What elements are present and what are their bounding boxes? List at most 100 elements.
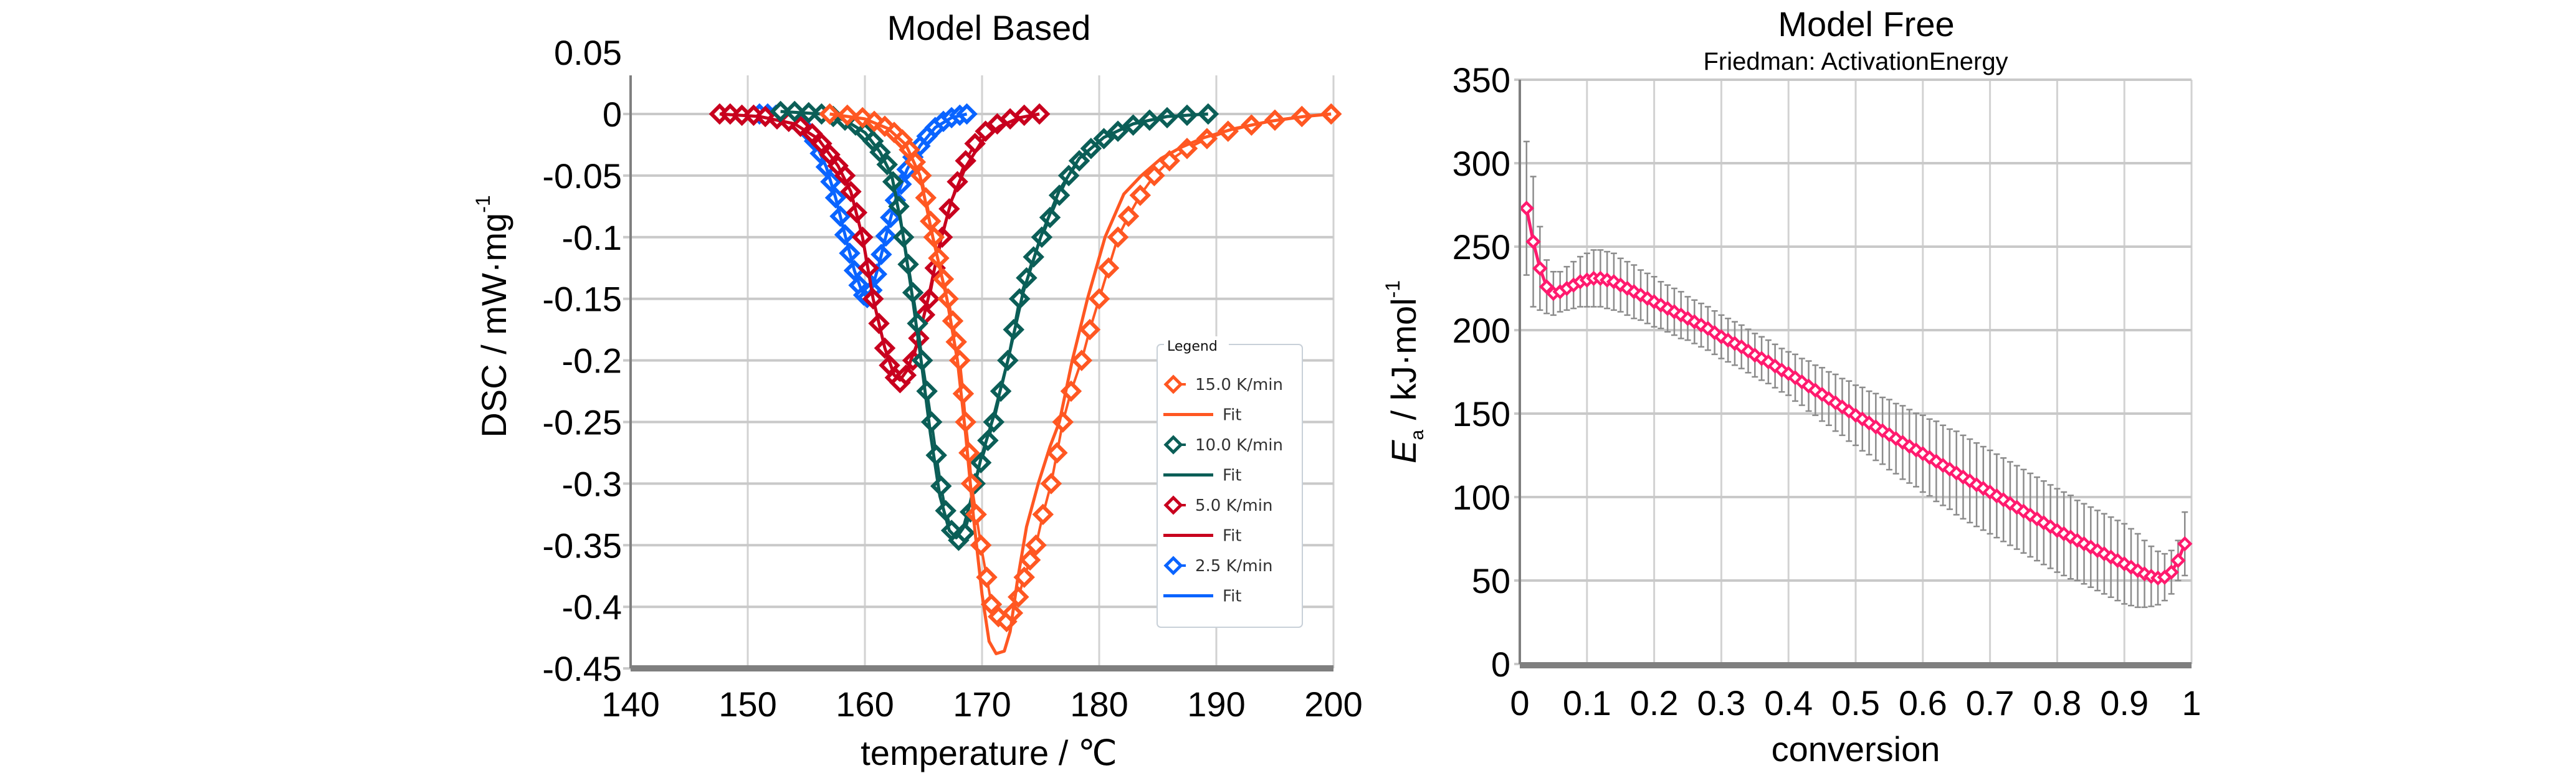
legend-label: 15.0 K/min bbox=[1195, 376, 1283, 394]
legend-label: Fit bbox=[1223, 587, 1241, 606]
legend-label: 5.0 K/min bbox=[1195, 496, 1272, 515]
legend-entry: 2.5 K/min bbox=[1163, 556, 1272, 576]
data-point bbox=[1025, 534, 1047, 556]
series-ea bbox=[1519, 140, 2193, 609]
data-point bbox=[953, 522, 976, 544]
legend-label: Fit bbox=[1223, 406, 1241, 425]
y-tick-label: 0 bbox=[1491, 645, 1510, 684]
y-axis-label-main: DSC / mW·mg bbox=[474, 213, 513, 438]
data-point bbox=[1046, 442, 1068, 464]
x-axis-label: temperature / ℃ bbox=[861, 733, 1117, 772]
y-tick-label: 50 bbox=[1472, 561, 1510, 600]
legend-entries: 15.0 K/min Fit 10.0 K/min Fit 5.0 K/min Fit 2.… bbox=[1163, 374, 1283, 606]
x-tick-labels: 0 0.1 0.2 0.3 0.4 0.5 0.6 0.7 0.8 0.9 1 bbox=[1510, 683, 2201, 723]
series-layer bbox=[708, 100, 1342, 655]
data-point bbox=[1519, 201, 1534, 216]
data-point bbox=[1097, 257, 1120, 279]
y-tick-label: -0.35 bbox=[542, 526, 622, 565]
y-tick-labels: 0 50 100 150 200 250 300 350 bbox=[1453, 60, 1510, 684]
y-tick-label: 200 bbox=[1453, 311, 1510, 350]
x-tick-label: 0 bbox=[1510, 683, 1529, 723]
data-point bbox=[1143, 164, 1165, 187]
x-tick-label: 160 bbox=[836, 685, 894, 724]
y-tick-label: 0 bbox=[603, 95, 622, 134]
y-tick-labels: 0.05 0 -0.05 -0.1 -0.15 -0.2 -0.25 -0.3 -0.35 -0.… bbox=[542, 33, 622, 688]
x-tick-label: 0.2 bbox=[1630, 683, 1679, 723]
x-tick-label: 0.8 bbox=[2033, 683, 2081, 723]
y-axis-label-subscript: a bbox=[1407, 430, 1428, 440]
data-point bbox=[1028, 103, 1051, 125]
x-tick-labels: 140 150 160 170 180 190 200 bbox=[601, 685, 1362, 724]
legend-label: Fit bbox=[1223, 527, 1241, 546]
y-tick-label: -0.25 bbox=[542, 403, 622, 442]
data-point bbox=[920, 411, 943, 433]
y-tick-label: -0.1 bbox=[562, 218, 623, 257]
legend-title-bg bbox=[1164, 336, 1229, 354]
legend-title: Legend bbox=[1167, 339, 1218, 354]
x-tick-label: 140 bbox=[601, 685, 659, 724]
y-tick-label: -0.45 bbox=[542, 649, 622, 688]
y-tick-label: -0.15 bbox=[542, 280, 622, 319]
series-fit-10-0-k-min- bbox=[780, 110, 1208, 539]
data-point bbox=[930, 475, 952, 497]
data-point bbox=[1538, 279, 1555, 295]
x-tick-label: 190 bbox=[1187, 685, 1245, 724]
y-tick-label: -0.3 bbox=[562, 464, 623, 503]
x-axis-label: conversion bbox=[1772, 729, 1940, 769]
x-tick-label: 0.3 bbox=[1697, 683, 1745, 723]
y-tick-label: -0.4 bbox=[562, 587, 623, 627]
data-point bbox=[1079, 318, 1101, 341]
x-tick-label: 150 bbox=[718, 685, 776, 724]
chart-subtitle: Friedman: ActivationEnergy bbox=[1703, 48, 2008, 75]
data-point bbox=[949, 349, 971, 371]
legend-marker-icon bbox=[1163, 374, 1183, 394]
legend-entry: Fit bbox=[1163, 587, 1241, 606]
y-axis-label-symbol: E bbox=[1384, 440, 1423, 463]
fit-line bbox=[719, 112, 1040, 382]
x-tick-label: 180 bbox=[1070, 685, 1128, 724]
data-point bbox=[980, 594, 1003, 615]
data-point bbox=[1525, 234, 1541, 250]
legend-label: Fit bbox=[1223, 467, 1241, 485]
x-tick-label: 0.7 bbox=[1966, 683, 2015, 723]
y-axis-label: Ea / kJ·mol-1 bbox=[1381, 280, 1428, 463]
data-point bbox=[1107, 226, 1129, 249]
fit-line bbox=[780, 110, 1208, 539]
legend-marker-icon bbox=[1163, 435, 1183, 455]
legend-label: 10.0 K/min bbox=[1195, 436, 1283, 455]
legend-entry: Fit bbox=[1163, 527, 1241, 546]
y-tick-label: 350 bbox=[1453, 60, 1510, 100]
series-fit-15-0-k-min- bbox=[829, 112, 1332, 655]
x-tick-label: 0.5 bbox=[1831, 683, 1880, 723]
x-tick-label: 170 bbox=[953, 685, 1011, 724]
y-tick-label: -0.05 bbox=[542, 156, 622, 196]
chart-title: Model Free bbox=[1778, 4, 1954, 44]
data-point bbox=[1071, 349, 1093, 371]
x-tick-label: 0.9 bbox=[2100, 683, 2149, 723]
y-tick-label: 150 bbox=[1453, 394, 1510, 434]
series-fit-5-0-k-min- bbox=[719, 112, 1040, 382]
data-point bbox=[1320, 103, 1342, 125]
y-axis-label-unit: / kJ·mol bbox=[1384, 298, 1423, 430]
data-point bbox=[2170, 552, 2186, 569]
fit-line bbox=[829, 112, 1332, 655]
data-point bbox=[1532, 260, 1548, 277]
x-tick-label: 1 bbox=[2182, 683, 2201, 723]
legend-label: 2.5 K/min bbox=[1195, 557, 1272, 576]
model-based-chart: Model Based 0.05 0 -0.05 -0.1 -0.15 -0.2 -0.25… bbox=[472, 8, 1363, 772]
model-free-chart: Model Free Friedman: ActivationEnergy 0 5… bbox=[1381, 4, 2202, 769]
series-layer bbox=[1519, 140, 2193, 609]
legend-entry: 5.0 K/min bbox=[1163, 495, 1272, 515]
data-point bbox=[2177, 536, 2193, 552]
y-tick-label: 250 bbox=[1453, 227, 1510, 267]
legend-marker-icon bbox=[1163, 495, 1183, 515]
legend: Legend 15.0 K/min Fit 10.0 K/min Fit 5.0 K/m… bbox=[1157, 336, 1303, 628]
data-point bbox=[1019, 549, 1041, 571]
legend-entry: Fit bbox=[1163, 467, 1241, 485]
data-point bbox=[1040, 473, 1062, 495]
x-tick-label: 0.6 bbox=[1899, 683, 1947, 723]
y-axis-label: DSC / mW·mg-1 bbox=[472, 195, 513, 437]
y-axis-label-sup: -1 bbox=[472, 195, 494, 212]
data-point bbox=[925, 444, 947, 467]
legend-entry: 10.0 K/min bbox=[1163, 435, 1283, 455]
